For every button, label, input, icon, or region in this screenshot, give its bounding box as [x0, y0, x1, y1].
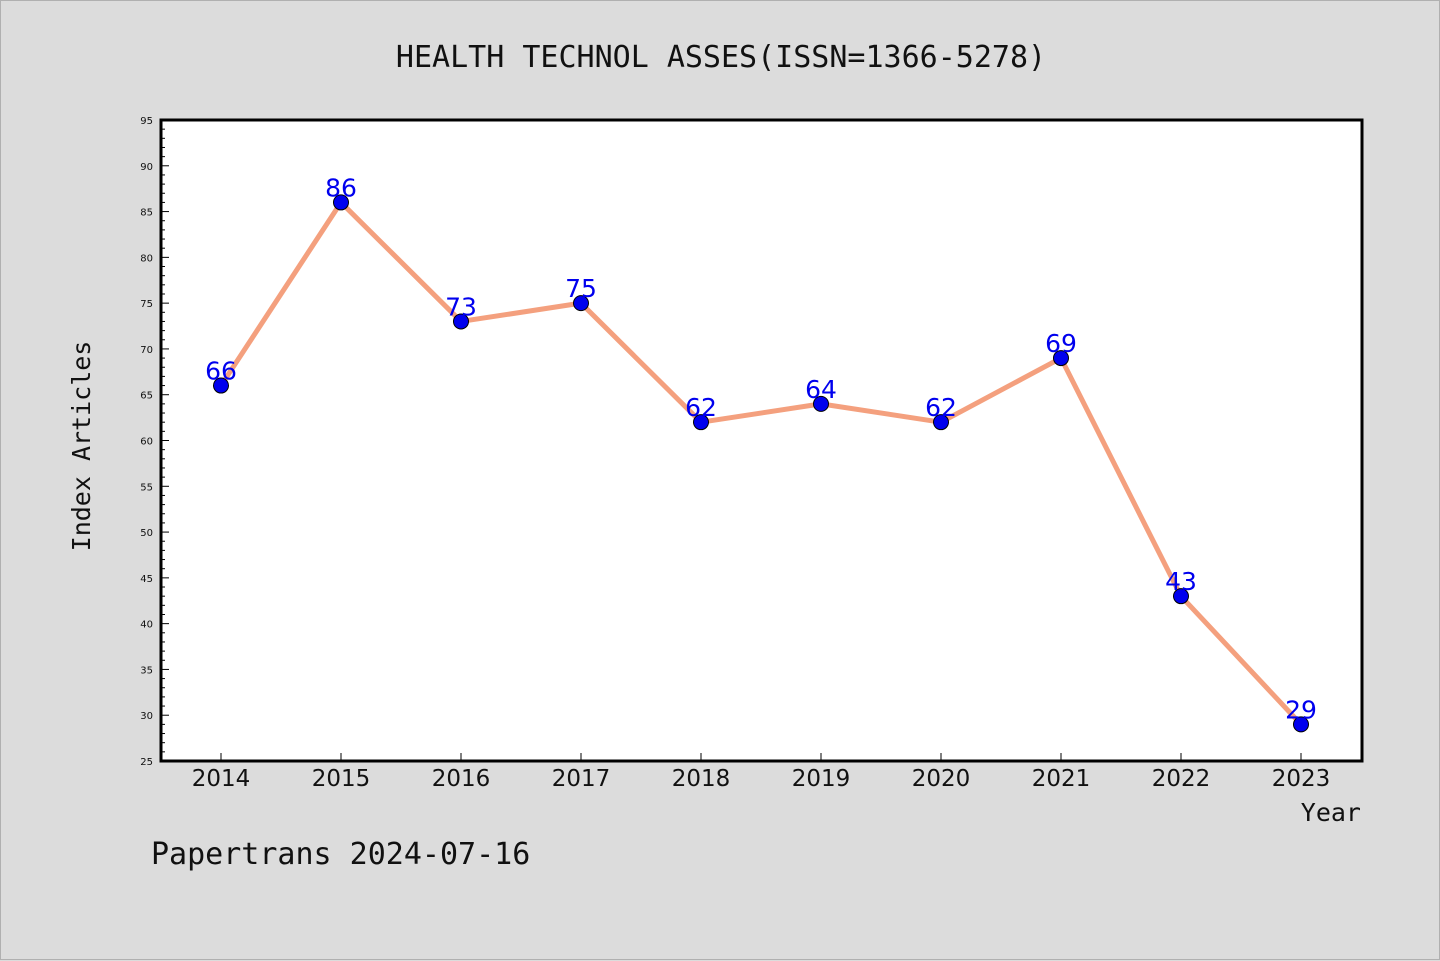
data-point — [813, 395, 829, 412]
data-label: 43 — [1165, 567, 1197, 596]
data-label: 29 — [1285, 695, 1317, 724]
data-point — [333, 194, 349, 211]
x-tick-label: 2018 — [672, 766, 731, 792]
data-point — [693, 414, 709, 431]
y-tick-label: 90 — [140, 162, 153, 173]
y-tick-label: 50 — [140, 528, 153, 539]
y-tick-label: 35 — [140, 665, 153, 676]
y-axis-ticks — [161, 119, 169, 762]
y-tick-label: 80 — [140, 253, 153, 264]
x-tick-label: 2017 — [552, 766, 611, 792]
chart-title: HEALTH TECHNOL ASSES(ISSN=1366-5278) — [396, 40, 1046, 75]
y-tick-label: 75 — [140, 299, 153, 310]
data-point — [1053, 350, 1069, 367]
data-labels-group: 66 86 73 75 62 64 62 69 43 29 — [205, 173, 1317, 724]
markers-group — [213, 194, 1309, 733]
data-label: 64 — [805, 375, 837, 404]
y-tick-label: 55 — [140, 482, 153, 493]
data-label: 69 — [1045, 329, 1077, 358]
series-group — [218, 199, 1304, 727]
data-point — [933, 414, 949, 431]
series-line — [218, 199, 1304, 727]
data-label: 73 — [445, 292, 477, 321]
data-point — [573, 295, 589, 312]
x-axis-label: Year — [1301, 798, 1361, 827]
y-tick-label: 95 — [140, 116, 153, 127]
y-tick-label: 85 — [140, 208, 153, 219]
y-axis-label: Index Articles — [67, 341, 96, 552]
y-tick-label: 25 — [140, 757, 153, 768]
data-label: 62 — [685, 393, 717, 422]
x-tick-label: 2020 — [912, 766, 971, 792]
data-label: 75 — [565, 274, 597, 303]
x-tick-label: 2014 — [192, 766, 251, 792]
y-tick-label: 30 — [140, 711, 153, 722]
y-tick-label: 60 — [140, 437, 153, 448]
data-label: 62 — [925, 393, 957, 422]
x-tick-label: 2019 — [792, 766, 851, 792]
data-label: 86 — [325, 173, 357, 202]
data-label: 66 — [205, 357, 237, 386]
y-tick-label: 70 — [140, 345, 153, 356]
x-axis-tick-labels: 2014 2015 2016 2017 2018 2019 2020 2021 2022 2023 — [192, 766, 1331, 792]
footer-stamp: Papertrans 2024-07-16 — [151, 837, 530, 872]
x-tick-label: 2015 — [312, 766, 371, 792]
y-tick-label: 40 — [140, 620, 153, 631]
data-point — [1293, 716, 1309, 733]
x-tick-label: 2022 — [1152, 766, 1211, 792]
x-tick-label: 2016 — [432, 766, 491, 792]
data-point — [453, 313, 469, 330]
y-tick-label: 45 — [140, 574, 153, 585]
x-axis-ticks — [220, 753, 1302, 761]
plot-area — [159, 118, 1364, 763]
x-tick-label: 2021 — [1032, 766, 1091, 792]
y-axis-tick-labels: 25 30 35 40 45 50 55 60 65 70 75 80 85 90 95 — [140, 116, 153, 768]
x-tick-label: 2023 — [1272, 766, 1331, 792]
data-point — [1173, 588, 1189, 605]
data-point — [213, 377, 229, 394]
y-tick-label: 65 — [140, 391, 153, 402]
